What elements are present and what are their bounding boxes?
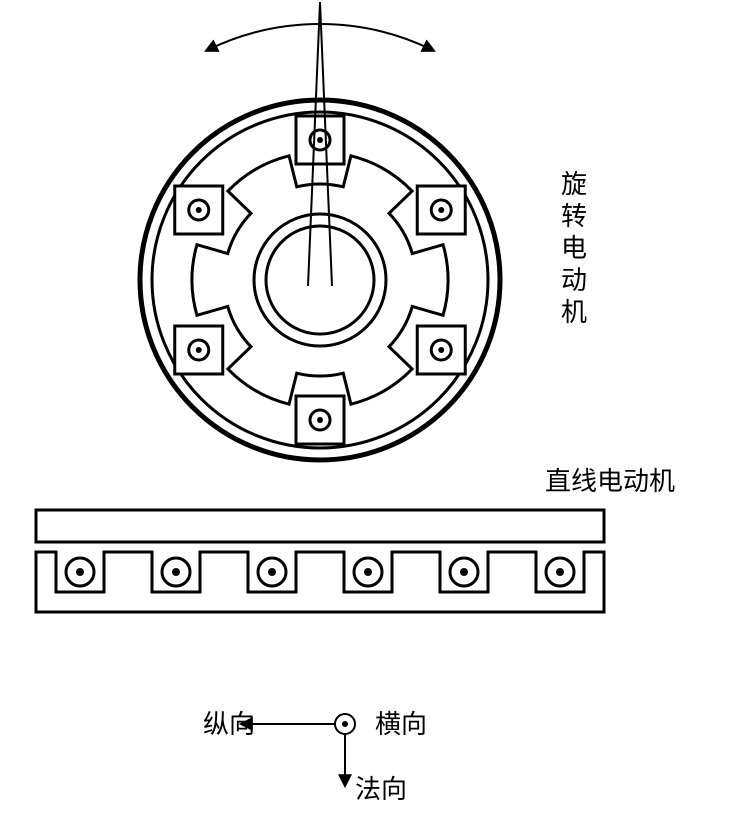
motor-comparison-diagram: 旋转电动机直线电动机纵向 横向法向 <box>0 0 747 815</box>
linear-motor <box>36 510 604 612</box>
labels-group: 旋转电动机直线电动机纵向 横向法向 <box>203 170 675 804</box>
svg-text:旋转电动机: 旋转电动机 <box>558 170 587 330</box>
coordinate-axes <box>243 714 355 784</box>
svg-text:直线电动机: 直线电动机 <box>545 467 675 496</box>
svg-text:纵向: 纵向 <box>203 710 255 739</box>
svg-text:法向: 法向 <box>355 775 407 804</box>
rotary-motor <box>140 2 500 460</box>
svg-text:横向: 横向 <box>375 710 427 739</box>
